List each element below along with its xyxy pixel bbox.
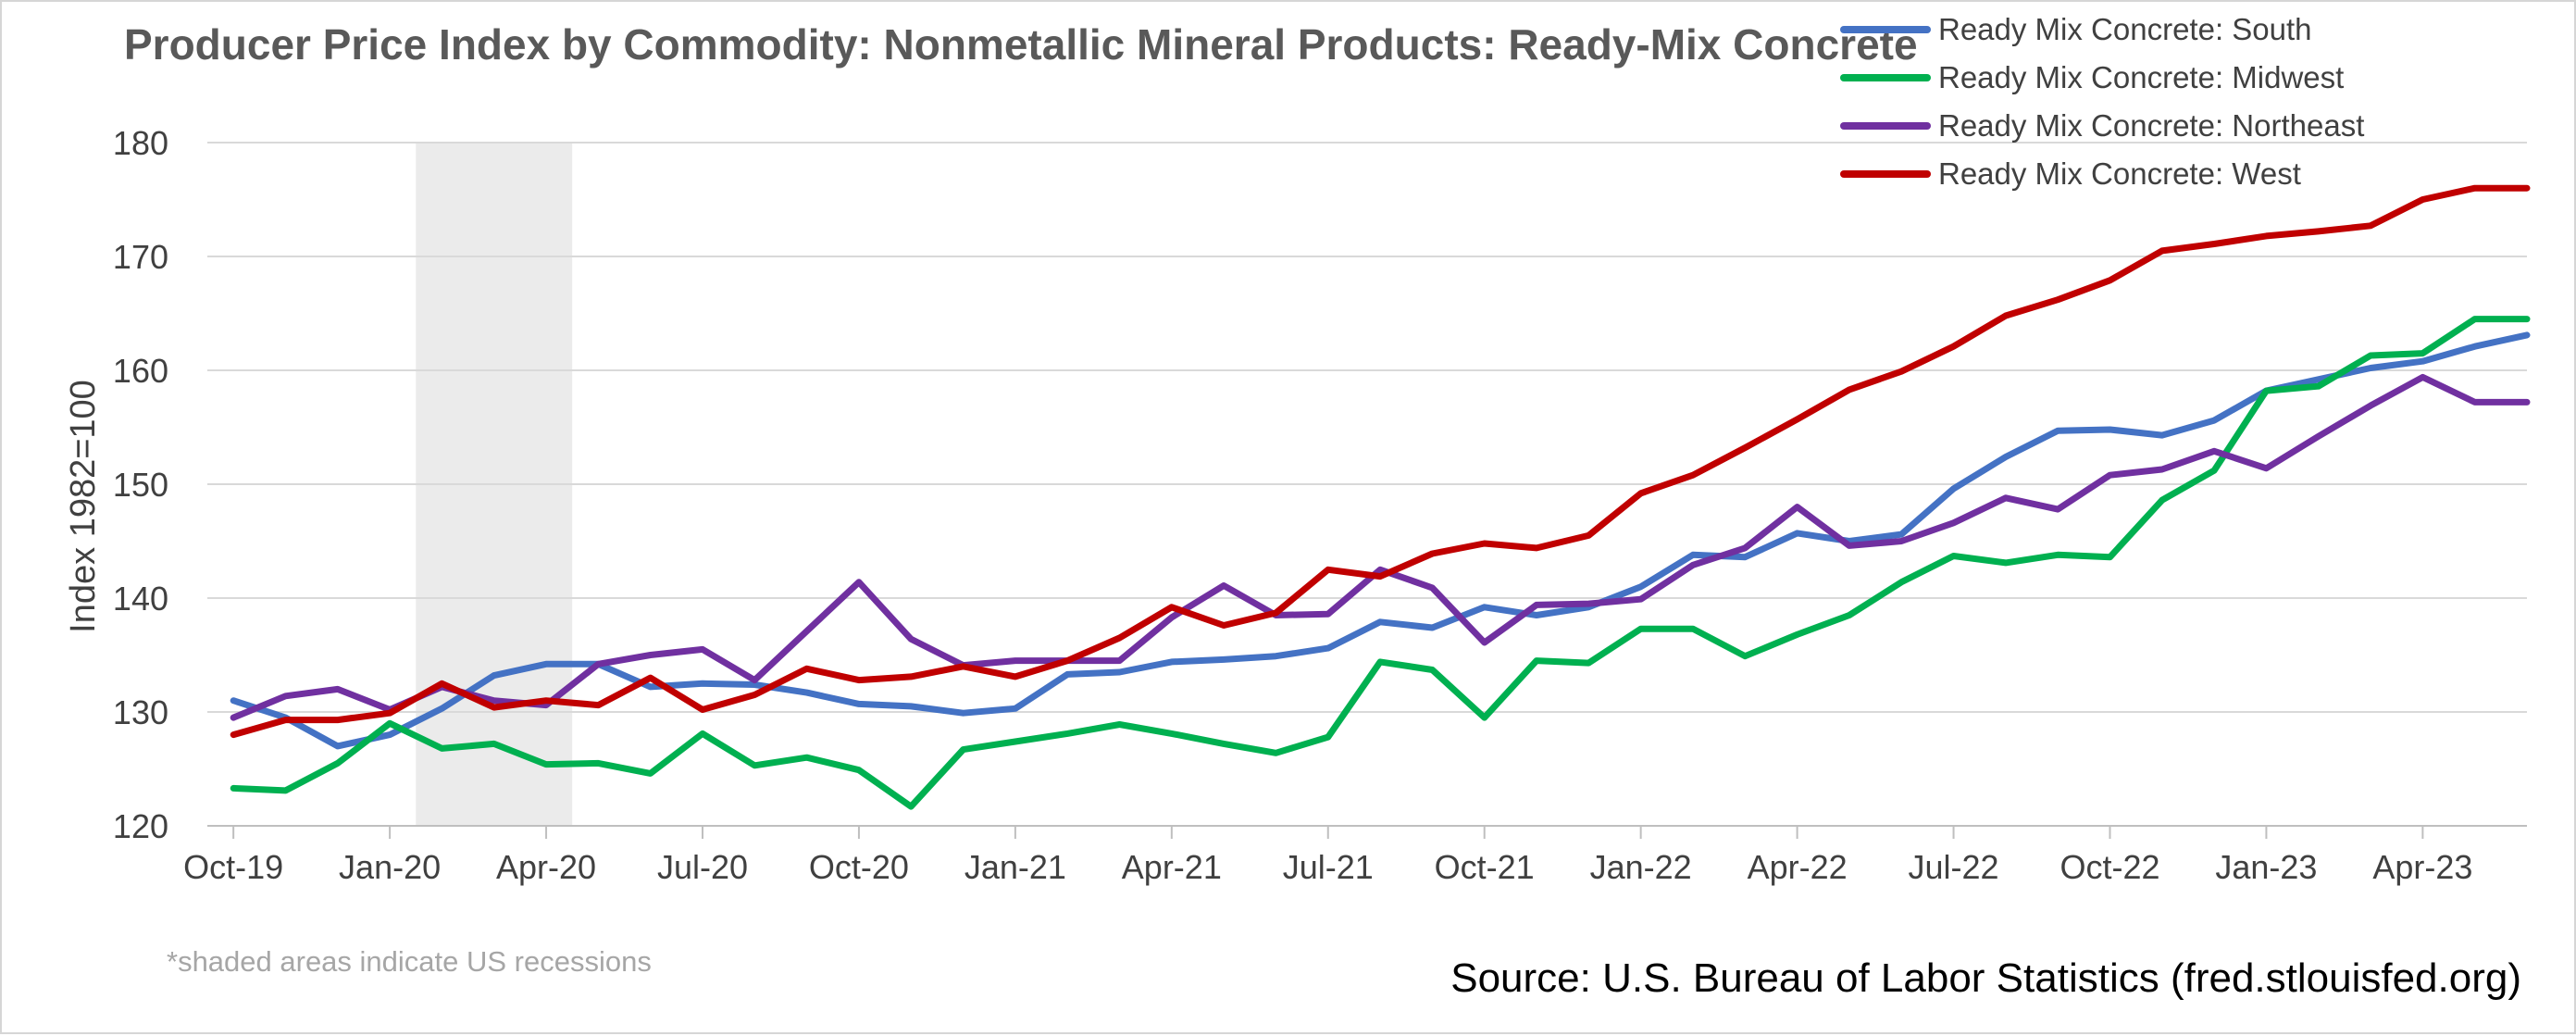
legend: Ready Mix Concrete: South Ready Mix Concr… [1840, 12, 2364, 191]
x-tick-label: Jul-20 [657, 848, 748, 886]
y-tick-label: 130 [113, 693, 168, 731]
series-line-4 [230, 184, 2531, 739]
x-tick-label: Oct-22 [2060, 848, 2159, 886]
series-line-1 [230, 331, 2531, 750]
x-tick-label: Jan-20 [339, 848, 441, 886]
chart-title: Producer Price Index by Commodity: Nonme… [124, 20, 1918, 69]
y-axis-label: Index 1982=100 [64, 380, 103, 633]
legend-label-3: Ready Mix Concrete: Northeast [1938, 108, 2364, 143]
x-tick-label: Jul-21 [1283, 848, 1374, 886]
source-note: Source: U.S. Bureau of Labor Statistics … [1450, 955, 2521, 1001]
x-tick-label: Apr-21 [1122, 848, 1222, 886]
y-tick-label: 120 [113, 807, 168, 845]
y-tick-label: 140 [113, 580, 168, 618]
series-line-3 [230, 373, 2531, 721]
legend-label-4: Ready Mix Concrete: West [1938, 156, 2301, 191]
y-tick-label: 170 [113, 238, 168, 276]
y-tick-label: 180 [113, 124, 168, 162]
legend-label-1: Ready Mix Concrete: South [1938, 12, 2312, 46]
x-tick-label: Apr-23 [2372, 848, 2472, 886]
x-tick-label: Oct-20 [809, 848, 909, 886]
x-tick-label: Jan-22 [1590, 848, 1692, 886]
recession-footnote: *shaded areas indicate US recessions [167, 945, 652, 978]
x-tick-label: Oct-19 [183, 848, 283, 886]
y-tick-label: 150 [113, 466, 168, 504]
series-lines [230, 184, 2531, 810]
y-axis-ticks: 120 130 140 150 160 170 180 [113, 124, 168, 845]
x-tick-label: Jul-22 [1909, 848, 1999, 886]
x-axis-ticks: Oct-19 Jan-20 Apr-20 Jul-20 Oct-20 Jan-21 Apr-… [183, 826, 2472, 886]
series-line-2 [230, 316, 2531, 810]
y-tick-label: 160 [113, 352, 168, 390]
legend-label-2: Ready Mix Concrete: Midwest [1938, 60, 2344, 94]
gridlines [207, 142, 2527, 827]
x-tick-label: Jan-21 [964, 848, 1066, 886]
x-tick-label: Jan-23 [2215, 848, 2317, 886]
x-tick-label: Apr-22 [1748, 848, 1848, 886]
x-tick-label: Apr-20 [496, 848, 596, 886]
x-tick-label: Oct-21 [1435, 848, 1535, 886]
